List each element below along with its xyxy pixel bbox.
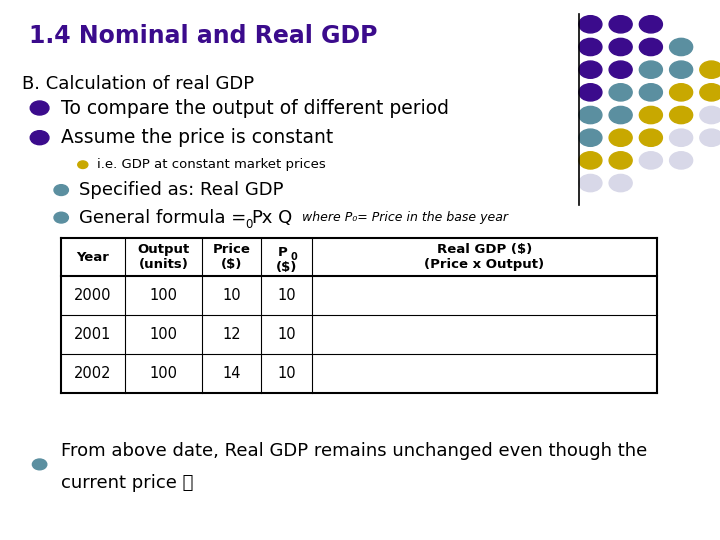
Circle shape [579, 152, 602, 169]
Circle shape [609, 16, 632, 33]
Circle shape [78, 161, 88, 168]
Circle shape [609, 174, 632, 192]
Circle shape [579, 106, 602, 124]
Circle shape [579, 129, 602, 146]
Text: Output
(units): Output (units) [138, 243, 189, 271]
Circle shape [700, 61, 720, 78]
Circle shape [579, 61, 602, 78]
Text: 2001: 2001 [74, 327, 112, 342]
Text: i.e. GDP at constant market prices: i.e. GDP at constant market prices [97, 158, 326, 171]
Text: 0: 0 [246, 218, 253, 231]
Text: 2002: 2002 [74, 366, 112, 381]
Circle shape [609, 129, 632, 146]
Circle shape [639, 106, 662, 124]
Circle shape [670, 61, 693, 78]
Text: 0: 0 [290, 252, 297, 262]
Circle shape [700, 106, 720, 124]
Text: Assume the price is constant: Assume the price is constant [61, 128, 333, 147]
Text: 10: 10 [277, 288, 296, 303]
Circle shape [609, 84, 632, 101]
Circle shape [639, 152, 662, 169]
Circle shape [670, 106, 693, 124]
Circle shape [579, 84, 602, 101]
Circle shape [639, 129, 662, 146]
Circle shape [639, 61, 662, 78]
Circle shape [609, 61, 632, 78]
Text: B. Calculation of real GDP: B. Calculation of real GDP [22, 75, 253, 92]
Circle shape [670, 129, 693, 146]
Circle shape [700, 129, 720, 146]
Circle shape [609, 106, 632, 124]
Circle shape [579, 16, 602, 33]
Text: 12: 12 [222, 327, 241, 342]
Text: 2000: 2000 [74, 288, 112, 303]
Text: P: P [278, 246, 288, 259]
Circle shape [670, 84, 693, 101]
Text: Price
($): Price ($) [213, 243, 251, 271]
Text: 100: 100 [150, 327, 177, 342]
Text: ($): ($) [276, 261, 297, 274]
Circle shape [30, 131, 49, 145]
Circle shape [579, 174, 602, 192]
Text: x Q: x Q [256, 208, 292, 227]
Circle shape [579, 38, 602, 56]
Text: Real GDP ($)
(Price x Output): Real GDP ($) (Price x Output) [425, 243, 544, 271]
Text: 10: 10 [222, 288, 241, 303]
Circle shape [609, 38, 632, 56]
Text: To compare the output of different period: To compare the output of different perio… [61, 98, 449, 118]
Circle shape [670, 152, 693, 169]
Text: 14: 14 [222, 366, 241, 381]
Circle shape [639, 16, 662, 33]
Circle shape [32, 459, 47, 470]
Circle shape [30, 101, 49, 115]
Circle shape [609, 152, 632, 169]
Text: Specified as: Real GDP: Specified as: Real GDP [79, 181, 284, 199]
Text: From above date, Real GDP remains unchanged even though the: From above date, Real GDP remains unchan… [61, 442, 647, 460]
Circle shape [54, 185, 68, 195]
Text: 100: 100 [150, 288, 177, 303]
Circle shape [670, 38, 693, 56]
Text: 1.4 Nominal and Real GDP: 1.4 Nominal and Real GDP [29, 24, 377, 48]
Circle shape [639, 84, 662, 101]
Circle shape [639, 38, 662, 56]
Text: where P₀= Price in the base year: where P₀= Price in the base year [302, 211, 508, 224]
Text: 10: 10 [277, 366, 296, 381]
Text: 10: 10 [277, 327, 296, 342]
Text: current price ⨉: current price ⨉ [61, 474, 194, 492]
Circle shape [54, 212, 68, 223]
Text: 100: 100 [150, 366, 177, 381]
Circle shape [700, 84, 720, 101]
Text: General formula = P: General formula = P [79, 208, 263, 227]
Text: Year: Year [76, 251, 109, 264]
